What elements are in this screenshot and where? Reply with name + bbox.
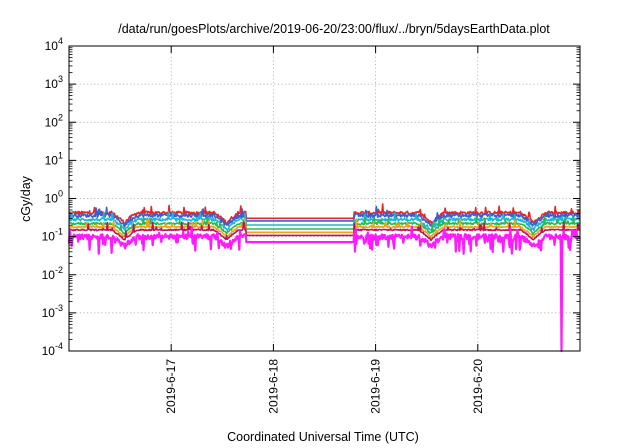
- y-tick-exponent: -2: [55, 265, 63, 275]
- y-tick-label: 102: [45, 112, 63, 129]
- y-tick-base: 10: [42, 230, 56, 244]
- y-tick-base: 10: [45, 115, 59, 129]
- series-line: [68, 217, 581, 239]
- x-tick-label: 2019-6-18: [266, 359, 280, 414]
- y-tick-exponent: -4: [55, 341, 63, 351]
- series-line: [68, 221, 581, 242]
- y-tick-base: 10: [42, 306, 56, 320]
- y-tick-base: 10: [42, 268, 56, 282]
- series-line: [68, 216, 581, 236]
- series-line: [67, 225, 582, 353]
- y-tick-exponent: -1: [55, 227, 63, 237]
- y-tick-base: 10: [45, 153, 59, 167]
- series-line: [68, 205, 581, 228]
- y-tick-label: 101: [45, 150, 63, 167]
- grid: [69, 46, 580, 351]
- y-tick-label: 103: [45, 74, 63, 91]
- x-axis-ticks: 2019-6-17 2019-6-18 2019-6-19 2019-6-20: [164, 46, 485, 414]
- y-tick-label: 10-1: [42, 227, 63, 244]
- x-tick-label: 2019-6-19: [369, 359, 383, 414]
- series-layer: [67, 203, 582, 353]
- y-tick-label: 10-4: [42, 341, 63, 358]
- y-tick-label: 100: [45, 189, 63, 206]
- x-axis-label: Coordinated Universal Time (UTC): [227, 430, 419, 444]
- y-tick-label: 10-2: [42, 265, 63, 282]
- y-tick-label: 10-3: [42, 303, 63, 320]
- chart-title: /data/run/goesPlots/archive/2019-06-20/2…: [118, 22, 550, 36]
- y-tick-exponent: 2: [58, 112, 63, 122]
- y-tick-exponent: 4: [58, 36, 63, 46]
- y-tick-base: 10: [42, 344, 56, 358]
- x-tick-label: 2019-6-17: [164, 359, 178, 414]
- y-tick-exponent: 1: [58, 150, 63, 160]
- y-tick-base: 10: [45, 39, 59, 53]
- y-tick-base: 10: [45, 192, 59, 206]
- y-tick-exponent: 0: [58, 189, 63, 199]
- y-tick-label: 104: [45, 36, 63, 53]
- y-tick-exponent: -3: [55, 303, 63, 313]
- x-tick-label: 2019-6-20: [471, 359, 485, 414]
- y-axis-label: cGy/day: [19, 175, 33, 222]
- series-line: [68, 210, 581, 231]
- y-tick-base: 10: [45, 77, 59, 91]
- y-tick-exponent: 3: [58, 74, 63, 84]
